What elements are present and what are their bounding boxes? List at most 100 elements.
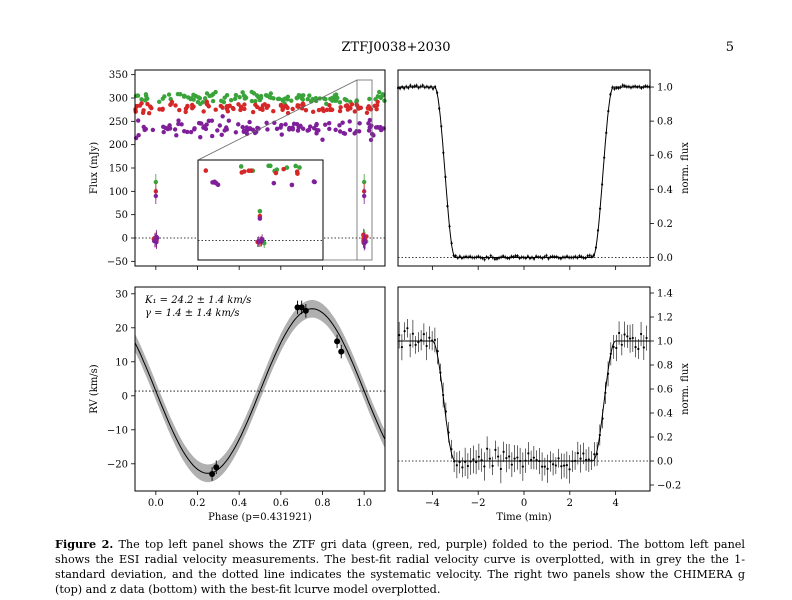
data-point: [516, 456, 519, 459]
data-point: [493, 257, 497, 261]
inset-point: [289, 182, 295, 188]
chimera-g-y-tick-label: 0.8: [657, 117, 673, 128]
data-point: [222, 95, 227, 100]
data-point: [219, 132, 224, 138]
data-point: [340, 120, 345, 125]
data-point: [166, 92, 172, 97]
data-point: [323, 96, 328, 102]
data-point: [357, 121, 362, 126]
data-point: [300, 97, 306, 102]
data-point: [562, 464, 566, 467]
data-point: [183, 106, 189, 111]
data-point: [280, 107, 285, 113]
data-point: [497, 455, 500, 458]
rv-curve: [135, 308, 385, 474]
data-point: [296, 103, 301, 108]
data-point: [342, 131, 348, 136]
data-point: [320, 137, 325, 142]
chimera-z-x-tick-label: 0: [521, 498, 527, 509]
data-point: [264, 120, 269, 126]
data-point: [242, 102, 247, 107]
data-point: [337, 123, 342, 128]
data-point: [461, 466, 464, 469]
ztf-y-tick-label: 300: [109, 94, 128, 105]
data-point: [358, 105, 364, 111]
data-point: [645, 336, 648, 340]
rv-point: [338, 348, 345, 355]
data-point: [354, 129, 359, 134]
data-point: [291, 121, 297, 127]
data-point: [631, 336, 634, 340]
data-point: [168, 102, 173, 107]
esi-rv-y-tick-label: −20: [107, 459, 128, 470]
data-point: [411, 332, 414, 335]
chimera-z-ylabel: norm. flux: [680, 363, 691, 415]
data-point: [188, 129, 194, 135]
data-point: [249, 98, 255, 104]
data-point: [338, 105, 343, 110]
data-point: [181, 94, 187, 99]
mid-eclipse-point: [361, 179, 367, 185]
data-point: [337, 108, 343, 114]
ztf-y-tick-label: −50: [107, 257, 128, 268]
esi-rv-y-tick-label: 10: [115, 357, 128, 368]
data-point: [241, 128, 247, 134]
rv-point: [294, 304, 301, 311]
data-point: [526, 255, 529, 258]
data-point: [191, 104, 196, 109]
esi-rv-x-tick-label: 0.6: [273, 498, 289, 509]
data-point: [253, 102, 258, 108]
data-point: [582, 452, 585, 455]
data-point: [547, 257, 550, 260]
data-point: [300, 126, 306, 131]
inset-mid-point: [257, 208, 263, 214]
data-point: [173, 103, 178, 108]
data-point: [247, 119, 252, 125]
data-point: [406, 327, 409, 330]
data-point: [206, 118, 212, 124]
rv-point: [209, 471, 216, 477]
esi-rv-x-tick-label: 0.4: [231, 498, 247, 509]
data-point: [326, 120, 332, 126]
rv-point: [213, 464, 220, 471]
data-point: [560, 465, 563, 468]
data-point: [263, 92, 269, 98]
data-point: [546, 467, 549, 470]
chimera-z-x-tick-label: 4: [612, 498, 618, 509]
data-point: [367, 117, 373, 123]
ztf-y-tick-label: 250: [109, 117, 128, 128]
data-point: [250, 109, 256, 115]
inset-point: [281, 166, 286, 172]
chimera-z-y-tick-label: 1.2: [657, 313, 673, 324]
data-point: [642, 346, 645, 349]
zoom-connector: [197, 79, 358, 161]
data-point: [201, 109, 206, 114]
data-point: [268, 91, 273, 96]
data-point: [144, 93, 149, 99]
data-point: [365, 105, 371, 111]
chimera-z-y-tick-label: 0.2: [657, 433, 673, 444]
inset-point: [294, 169, 300, 175]
data-point: [202, 96, 208, 101]
data-point: [398, 334, 401, 337]
data-point: [201, 125, 206, 130]
data-point: [140, 110, 146, 116]
data-point: [495, 257, 499, 260]
data-point: [422, 333, 425, 336]
data-point: [260, 103, 266, 108]
data-point: [307, 93, 312, 98]
data-point: [231, 106, 236, 112]
data-point: [510, 463, 513, 466]
data-point: [543, 465, 546, 468]
data-point: [527, 452, 530, 455]
mid-eclipse-point: [153, 193, 159, 199]
chimera-z-x-tick-label: −2: [471, 498, 486, 509]
chimera-z-y-tick-label: 0.4: [657, 409, 673, 420]
data-point: [347, 119, 352, 124]
inset-mid-point: [257, 216, 263, 221]
chimera-z-plot: [398, 318, 650, 484]
data-point: [236, 102, 241, 107]
figure-caption: Figure 2. The top left panel shows the Z…: [55, 537, 745, 597]
data-point: [337, 100, 343, 105]
data-point: [161, 124, 166, 130]
